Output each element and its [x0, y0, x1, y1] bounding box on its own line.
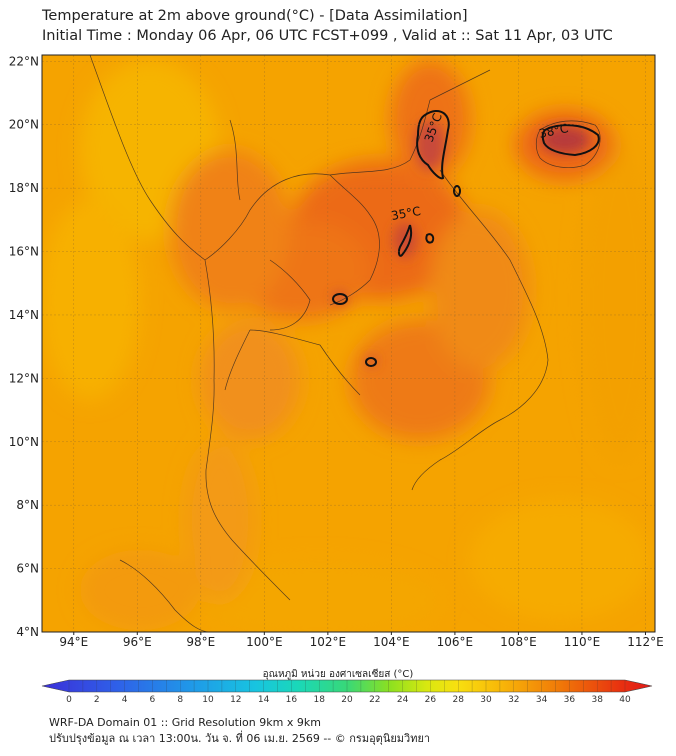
contour-lines	[332, 110, 600, 367]
colorbar-tick-label: 22	[369, 695, 380, 705]
colorbar-tick-label: 6	[150, 695, 156, 705]
lat-tick-label: 4°N	[16, 625, 39, 639]
lon-tick-label: 108°E	[500, 635, 537, 649]
lat-tick-label: 16°N	[9, 245, 39, 259]
colorbar-tick-label: 4	[122, 695, 128, 705]
colorbar-title: อุณหภูมิ หน่วย องศาเซลเซียส (°C)	[262, 669, 414, 680]
colorbar-tick-label: 14	[258, 695, 270, 705]
colorbar-tick-label: 32	[508, 695, 519, 705]
lon-tick-label: 98°E	[186, 635, 215, 649]
temperature-field: 35°C 38°C 35°C	[42, 55, 655, 632]
lat-tick-label: 8°N	[16, 498, 39, 512]
colorbar-ticks: 0 2 4 6 8 10 12 14 16 18 20 22 24 26 28 30 32 34 36 38 40	[66, 680, 631, 705]
lon-tick-label: 112°E	[627, 635, 664, 649]
lon-tick-label: 94°E	[59, 635, 88, 649]
title-line-2: Initial Time : Monday 06 Apr, 06 UTC FCS…	[42, 28, 613, 44]
title-line-1: Temperature at 2m above ground(°C) - [Da…	[42, 8, 468, 24]
lon-tick-label: 104°E	[373, 635, 410, 649]
colorbar-tick-label: 12	[230, 695, 241, 705]
lat-tick-label: 12°N	[9, 371, 39, 385]
colorbar-tick-label: 30	[480, 695, 492, 705]
latitude-labels: 4°N 6°N 8°N 10°N 12°N 14°N 16°N 18°N 20°N 22°N	[9, 54, 39, 639]
warm-shading	[42, 60, 655, 632]
colorbar-tick-label: 16	[286, 695, 298, 705]
lon-tick-label: 102°E	[310, 635, 347, 649]
colorbar-tick-label: 2	[94, 695, 100, 705]
graticule	[42, 55, 655, 632]
contour-label-2: 38°C	[538, 121, 570, 141]
chart-title: Temperature at 2m above ground(°C) - [Da…	[42, 6, 613, 46]
lat-tick-label: 20°N	[9, 118, 39, 132]
colorbar-tick-label: 0	[66, 695, 72, 705]
footer: WRF-DA Domain 01 :: Grid Resolution 9km …	[49, 715, 430, 747]
lon-tick-label: 106°E	[437, 635, 474, 649]
colorbar: 0 2 4 6 8 10 12 14 16 18 20 22 24 26 28 30 32 34 36 38 40	[41, 679, 653, 705]
lat-tick-label: 10°N	[9, 435, 39, 449]
colorbar-tick-label: 24	[397, 695, 409, 705]
colorbar-tick-label: 28	[452, 695, 464, 705]
footer-line-1: WRF-DA Domain 01 :: Grid Resolution 9km …	[49, 716, 321, 729]
colorbar-tick-label: 38	[591, 695, 603, 705]
colorbar-tick-label: 26	[425, 695, 437, 705]
contour-label-3: 35°C	[390, 204, 422, 223]
colorbar-tick-label: 34	[536, 695, 548, 705]
colorbar-tick-label: 20	[341, 695, 353, 705]
lon-tick-label: 100°E	[246, 635, 283, 649]
colorbar-tick-label: 18	[313, 695, 325, 705]
map-frame	[41, 54, 656, 633]
longitude-labels: 94°E 96°E 98°E 100°E 102°E 104°E 106°E 108°E 110…	[59, 632, 664, 649]
colorbar-tick-label: 8	[177, 695, 183, 705]
lon-tick-label: 96°E	[123, 635, 152, 649]
lon-tick-label: 110°E	[564, 635, 601, 649]
colorbar-tick-label: 36	[564, 695, 576, 705]
colorbar-tick-label: 40	[619, 695, 631, 705]
lat-tick-label: 22°N	[9, 54, 39, 68]
footer-line-2: ปรับปรุงข้อมูล ณ เวลา 13:00น. วัน จ. ที่…	[49, 732, 431, 745]
colorbar-tick-label: 10	[202, 695, 214, 705]
lat-tick-label: 14°N	[9, 308, 39, 322]
lat-tick-label: 18°N	[9, 181, 39, 195]
lat-tick-label: 6°N	[16, 562, 39, 576]
